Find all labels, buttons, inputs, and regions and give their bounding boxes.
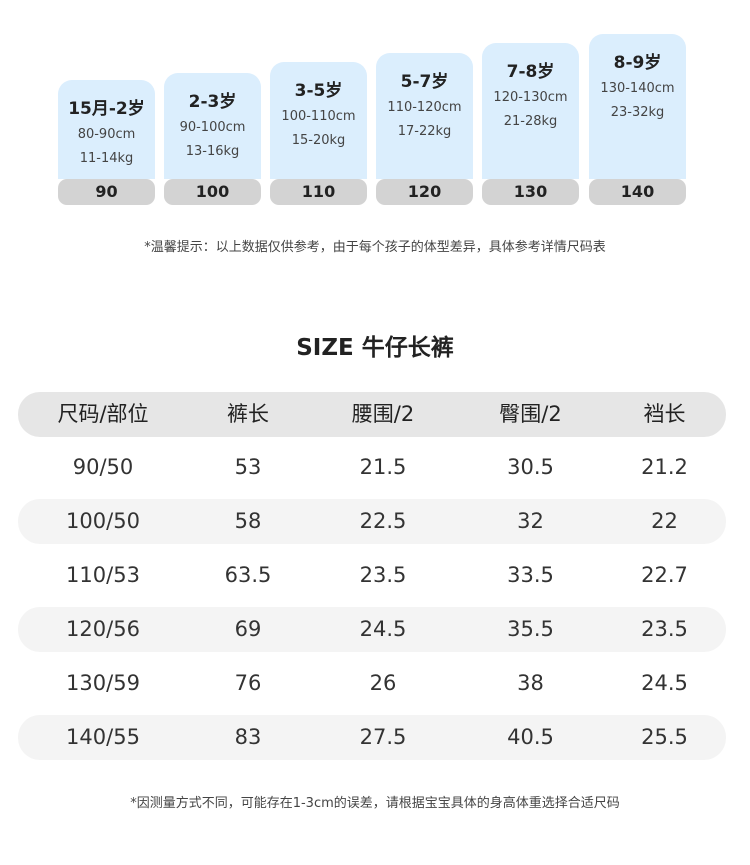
size-step-age: 3-5岁 (294, 81, 343, 101)
size-step-weight: 11-14kg (79, 151, 134, 166)
size-step-age: 8-9岁 (613, 53, 662, 73)
size-step-badge: 120 (376, 179, 473, 205)
table-cell: 26 (369, 671, 397, 695)
size-step-card: 8-9岁 130-140cm 23-32kg (589, 34, 686, 179)
table-header-cell: 裤长 (227, 402, 269, 426)
size-step-age: 5-7岁 (400, 72, 449, 92)
page-title: SIZE 牛仔长裤 (296, 335, 454, 361)
table-cell: 23.5 (359, 563, 407, 587)
table-row: 130/59 76 26 38 24.5 (18, 661, 726, 706)
size-step-height: 100-110cm (281, 109, 356, 124)
size-step-badge: 90 (58, 179, 155, 205)
table-cell: 21.2 (641, 455, 688, 479)
table-cell: 40.5 (507, 725, 554, 749)
size-step-height: 80-90cm (77, 127, 136, 142)
size-step-age: 15月-2岁 (68, 99, 145, 119)
table-cell: 22 (651, 509, 678, 533)
size-step-height: 90-100cm (179, 120, 246, 135)
table-cell: 69 (234, 617, 262, 641)
size-step-weight: 13-16kg (185, 144, 240, 159)
size-step-weight: 23-32kg (610, 105, 665, 120)
table-cell: 22.7 (641, 563, 688, 587)
table-cell: 63.5 (224, 563, 272, 587)
size-step-card: 3-5岁 100-110cm 15-20kg (270, 62, 367, 179)
table-cell: 130/59 (66, 671, 140, 695)
table-row: 140/55 83 27.5 40.5 25.5 (18, 715, 726, 760)
size-step-age: 2-3岁 (188, 92, 237, 112)
table-cell: 90/50 (72, 455, 134, 479)
size-steps: 15月-2岁 80-90cm 11-14kg 90 2-3岁 90-100cm … (0, 0, 750, 215)
table-cell: 32 (517, 509, 544, 533)
size-step-card: 15月-2岁 80-90cm 11-14kg (58, 80, 155, 179)
table-row: 110/53 63.5 23.5 33.5 22.7 (18, 553, 726, 598)
table-cell: 53 (234, 455, 262, 479)
size-step-card: 7-8岁 120-130cm 21-28kg (482, 43, 579, 179)
table-cell: 110/53 (66, 563, 140, 587)
table-cell: 24.5 (641, 671, 688, 695)
size-step-badge: 140 (589, 179, 686, 205)
table-cell: 27.5 (359, 725, 407, 749)
table-cell: 21.5 (359, 455, 407, 479)
tip-bottom: *因测量方式不同，可能存在1-3cm的误差，请根据宝宝具体的身高体重选择合适尺码 (130, 796, 620, 811)
table-cell: 25.5 (641, 725, 688, 749)
table-cell: 24.5 (359, 617, 407, 641)
size-step-weight: 15-20kg (291, 133, 346, 148)
table-header-row: 尺码/部位 裤长 腰围/2 臀围/2 裆长 (18, 392, 726, 437)
table-row: 90/50 53 21.5 30.5 21.2 (18, 445, 726, 490)
table-cell: 22.5 (359, 509, 407, 533)
table-row: 120/56 69 24.5 35.5 23.5 (18, 607, 726, 652)
table-header-cell: 腰围/2 (351, 402, 415, 426)
table-header-cell: 臀围/2 (499, 402, 562, 426)
size-step-height: 130-140cm (600, 81, 675, 96)
table-cell: 35.5 (507, 617, 554, 641)
size-step-height: 120-130cm (493, 90, 568, 105)
table-row: 100/50 58 22.5 32 22 (18, 499, 726, 544)
size-step-card: 5-7岁 110-120cm 17-22kg (376, 53, 473, 179)
size-step-age: 7-8岁 (506, 62, 555, 82)
table-cell: 30.5 (507, 455, 554, 479)
tip-top: *温馨提示：以上数据仅供参考，由于每个孩子的体型差异，具体参考详情尺码表 (144, 240, 606, 255)
size-step-weight: 21-28kg (503, 114, 558, 129)
table-cell: 140/55 (66, 725, 140, 749)
size-step-badge: 130 (482, 179, 579, 205)
table-cell: 120/56 (66, 617, 140, 641)
table-cell: 38 (517, 671, 544, 695)
table-header-cell: 裆长 (643, 402, 686, 426)
size-step-badge: 110 (270, 179, 367, 205)
size-step-card: 2-3岁 90-100cm 13-16kg (164, 73, 261, 179)
table-cell: 76 (234, 671, 262, 695)
table-cell: 58 (234, 509, 262, 533)
table-cell: 100/50 (66, 509, 140, 533)
size-step-height: 110-120cm (387, 100, 462, 115)
size-table: 尺码/部位 裤长 腰围/2 臀围/2 裆长 90/50 53 21.5 30.5… (18, 392, 726, 769)
size-step-weight: 17-22kg (397, 124, 452, 139)
table-cell: 83 (234, 725, 262, 749)
size-step-badge: 100 (164, 179, 261, 205)
table-cell: 23.5 (641, 617, 688, 641)
table-cell: 33.5 (507, 563, 554, 587)
table-header-cell: 尺码/部位 (57, 402, 149, 426)
